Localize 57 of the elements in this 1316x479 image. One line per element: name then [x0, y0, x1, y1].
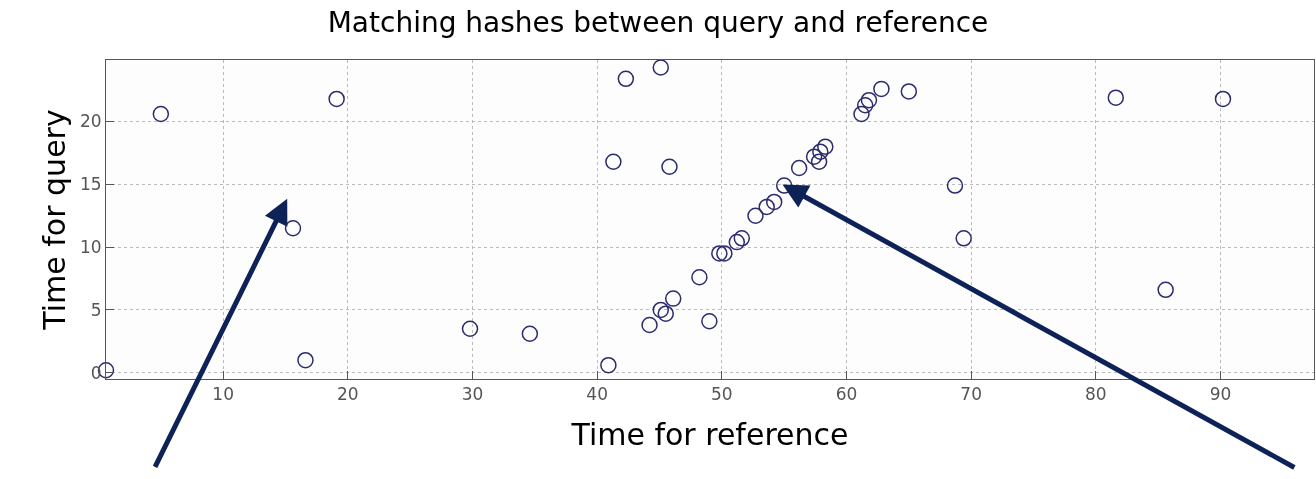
- point: [860, 91, 878, 109]
- point: [1214, 90, 1232, 108]
- x-tick-label: 50: [711, 384, 733, 405]
- point: [1107, 89, 1125, 106]
- point: [605, 153, 622, 170]
- x-tick-label: 70: [960, 384, 982, 405]
- point: [641, 316, 658, 334]
- point: [152, 105, 170, 123]
- y-tick-label: 5: [90, 299, 102, 320]
- y-tick-label: 10: [79, 237, 102, 258]
- point: [600, 356, 617, 374]
- point: [856, 96, 874, 114]
- point: [652, 301, 670, 319]
- x-tick-label: 90: [1209, 384, 1232, 405]
- point: [775, 177, 793, 194]
- point: [617, 70, 635, 88]
- point: [461, 320, 479, 337]
- point: [747, 207, 764, 224]
- point: [810, 153, 828, 170]
- point: [701, 312, 718, 330]
- point: [812, 143, 829, 160]
- point: [716, 245, 733, 262]
- point: [728, 233, 746, 251]
- point: [657, 305, 674, 322]
- point: [900, 83, 918, 100]
- point: [297, 351, 314, 369]
- point: [758, 198, 775, 216]
- point: [733, 230, 751, 247]
- y-tick-label: 20: [79, 111, 102, 132]
- point: [691, 269, 708, 286]
- point: [664, 290, 682, 307]
- chart-title: Matching hashes between query and reference: [327, 5, 989, 39]
- point: [521, 325, 539, 343]
- point: [955, 230, 972, 247]
- y-tick-label: 0: [90, 362, 102, 383]
- x-axis-title: Time for reference: [570, 416, 849, 452]
- point: [328, 90, 345, 108]
- point: [652, 59, 670, 76]
- x-tick-label: 30: [461, 384, 484, 405]
- x-tick-label: 80: [1085, 384, 1107, 405]
- point: [765, 193, 783, 211]
- point: [853, 105, 870, 123]
- x-tick-label: 60: [835, 384, 858, 405]
- y-tick-label: 15: [79, 174, 102, 195]
- x-tick-label: 20: [337, 384, 359, 405]
- point: [873, 80, 890, 98]
- point: [817, 138, 834, 155]
- point: [805, 148, 823, 165]
- point: [661, 158, 678, 175]
- point: [711, 245, 728, 262]
- y-axis-title: Time for query: [36, 109, 72, 331]
- x-tick-label: 10: [212, 384, 234, 405]
- point: [284, 220, 302, 237]
- point: [790, 159, 808, 177]
- x-tick-label: 40: [586, 384, 608, 405]
- point: [1157, 281, 1174, 299]
- point: [946, 177, 964, 194]
